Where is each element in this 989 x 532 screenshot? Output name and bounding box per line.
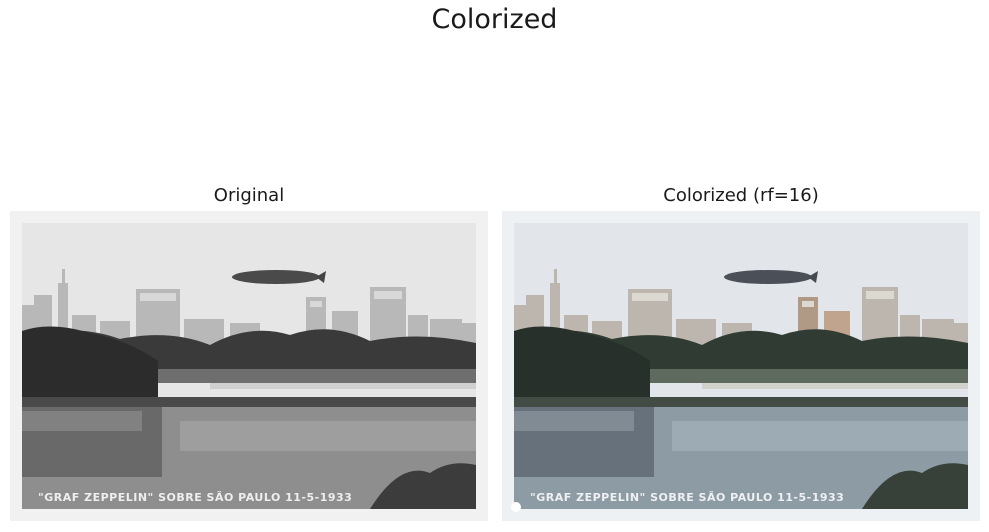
white-dot-mark <box>511 502 521 512</box>
caption-original: "GRAF ZEPPELIN" SOBRE SÃO PAULO 11-5-193… <box>38 491 352 504</box>
figure-title: Colorized <box>431 4 558 35</box>
panel-title-colorized: Colorized (rf=16) <box>663 185 819 206</box>
zeppelin <box>232 270 320 284</box>
zeppelin <box>724 270 812 284</box>
caption-colorized: "GRAF ZEPPELIN" SOBRE SÃO PAULO 11-5-193… <box>530 491 844 504</box>
original-photo: "GRAF ZEPPELIN" SOBRE SÃO PAULO 11-5-193… <box>10 211 488 521</box>
colorized-photo: "GRAF ZEPPELIN" SOBRE SÃO PAULO 11-5-193… <box>502 211 980 521</box>
panel-title-original: Original <box>213 185 285 206</box>
